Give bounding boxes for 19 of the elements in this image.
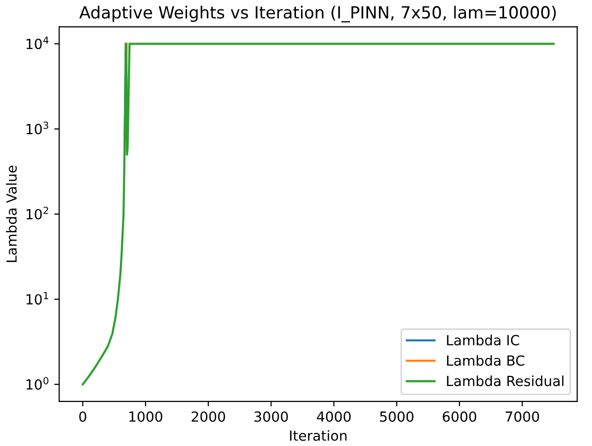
y-tick-label: 10$^{1}$ (26, 292, 48, 305)
y-tick-label: 10$^{4}$ (26, 36, 48, 50)
x-axis-title: Iteration (290, 430, 346, 441)
x-tick-label: 3000 (254, 411, 288, 422)
y-tick-label: 10$^{0}$ (26, 377, 48, 390)
x-tick-label: 0 (79, 411, 86, 422)
x-tick-label: 4000 (316, 411, 351, 422)
x-tick-label: 7000 (506, 411, 540, 422)
y-tick-label: 10$^{2}$ (26, 206, 48, 220)
x-tick-label: 2000 (192, 411, 226, 422)
y-axis-title: Lambda Value (6, 166, 17, 262)
legend-label: Lambda BC (447, 355, 524, 366)
x-tick-label: 1000 (129, 411, 162, 422)
x-tick-label: 6000 (442, 411, 476, 422)
y-tick-label: 10$^{3}$ (26, 122, 48, 134)
legend-label: Lambda Residual (447, 375, 564, 386)
x-tick-label: 5000 (380, 411, 414, 422)
legend-label: Lambda IC (447, 334, 520, 346)
chart-title: Adaptive Weights vs Iteration (I_PINN, 7x50, lam=10000) (79, 6, 556, 22)
